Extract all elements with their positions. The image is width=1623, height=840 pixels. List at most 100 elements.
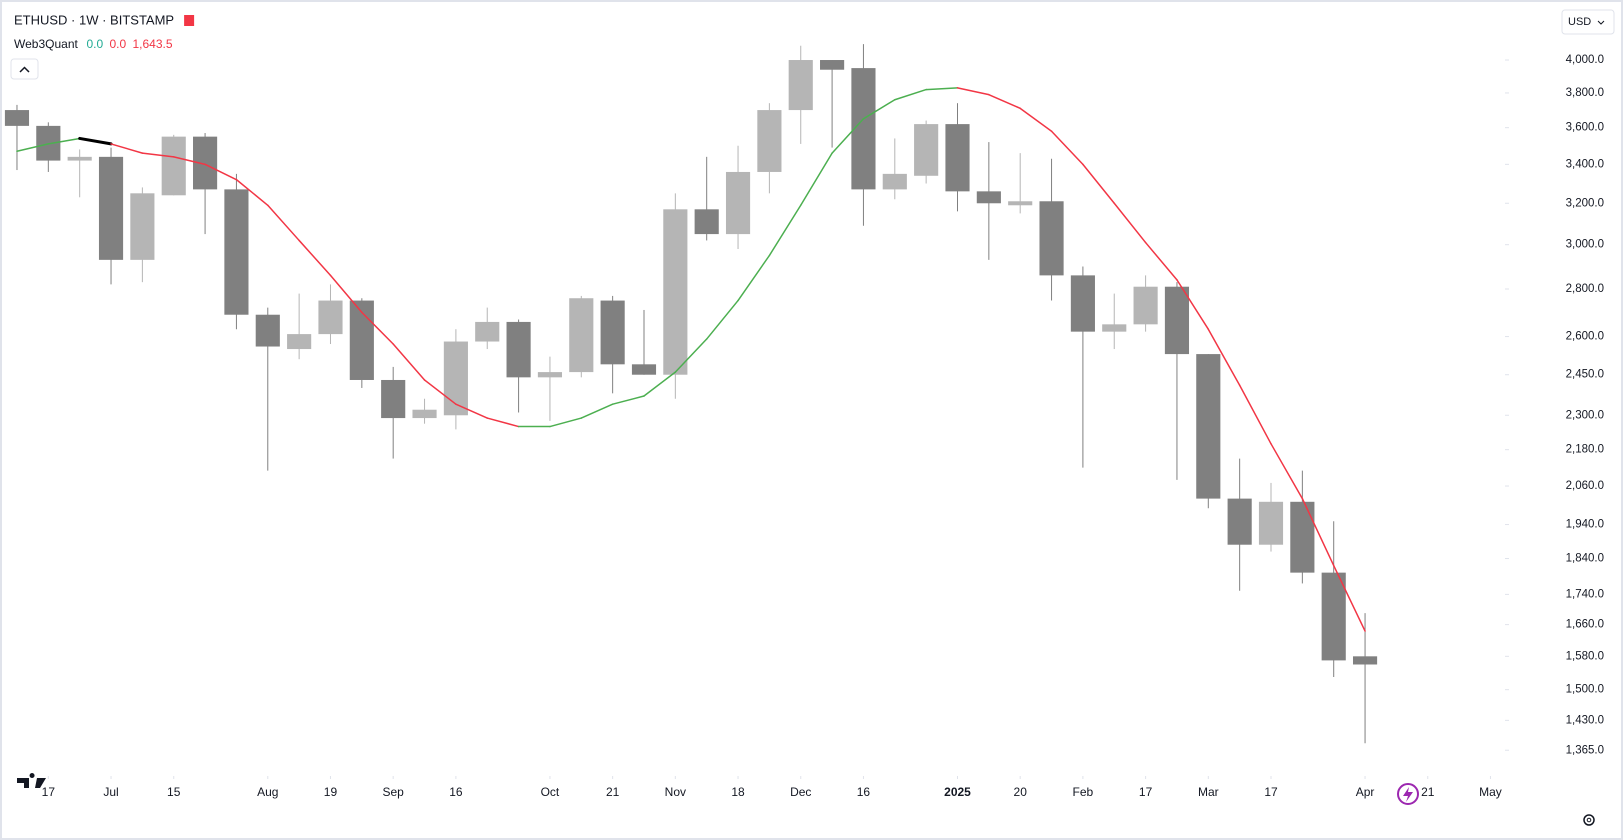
y-tick-label: 1,660.0 xyxy=(1566,619,1604,631)
indicator-segment xyxy=(110,143,144,154)
indicator-segment xyxy=(486,417,520,428)
indicator-segment xyxy=(1113,202,1147,244)
y-tick-label: 1,430.0 xyxy=(1566,714,1604,726)
candle-body xyxy=(287,334,312,350)
indicator-readout: 0.0 xyxy=(109,37,126,51)
candle-body xyxy=(67,156,92,161)
y-tick-label: 3,200.0 xyxy=(1566,197,1604,209)
x-tick-label: 17 xyxy=(1139,785,1153,799)
candle-body xyxy=(130,193,155,260)
logo-shape[interactable] xyxy=(17,773,46,788)
indicator-segment xyxy=(549,417,583,428)
x-tick-label: Feb xyxy=(1073,785,1094,799)
candle-body xyxy=(851,68,876,190)
candle-body xyxy=(694,209,719,235)
indicator-segment xyxy=(392,343,426,381)
y-tick-label: 2,300.0 xyxy=(1566,409,1604,421)
candle-body xyxy=(1008,201,1033,206)
candle-body xyxy=(788,60,813,111)
assistant-circle[interactable] xyxy=(1397,783,1419,805)
indicator-readouts: 0.0 0.0 1,643.5 xyxy=(86,37,172,51)
collapse-button[interactable] xyxy=(10,58,39,80)
candle-body xyxy=(569,298,594,373)
y-tick-label: 2,800.0 xyxy=(1566,283,1604,295)
chart-title: ETHUSD · 1W · BITSTAMP xyxy=(14,12,174,27)
x-tick-label: 19 xyxy=(324,785,338,799)
indicator-segment xyxy=(235,178,269,207)
candle-body xyxy=(600,300,625,365)
x-tick-label: 21 xyxy=(1421,785,1435,799)
y-tick-label: 2,450.0 xyxy=(1566,369,1604,381)
indicator-readout: 0.0 xyxy=(86,37,103,51)
indicator-segment xyxy=(1176,279,1210,330)
candle-body xyxy=(976,191,1001,204)
candle-body xyxy=(318,300,343,335)
settings-hub xyxy=(1586,817,1592,823)
x-tick-label: 16 xyxy=(449,785,463,799)
x-tick-label: 21 xyxy=(606,785,620,799)
indicator-segment xyxy=(141,152,175,158)
candle-body xyxy=(98,156,124,260)
x-tick-label: 17 xyxy=(1264,785,1278,799)
settings-button[interactable] xyxy=(1583,814,1595,826)
assistant-icon[interactable] xyxy=(1397,783,1419,805)
currency-label: USD xyxy=(1568,16,1591,28)
y-tick-label: 3,600.0 xyxy=(1566,122,1604,134)
y-tick-label: 1,840.0 xyxy=(1566,553,1604,565)
indicator-segment xyxy=(204,163,238,181)
candle-body xyxy=(1352,656,1378,665)
indicator-segment xyxy=(705,299,739,340)
indicator-segment xyxy=(329,274,363,314)
candle-body xyxy=(1227,498,1252,545)
currency-button[interactable]: USD xyxy=(1561,9,1615,35)
y-tick-label: 3,000.0 xyxy=(1566,239,1604,251)
candle-body xyxy=(631,364,657,375)
x-tick-label: Jul xyxy=(103,785,118,799)
candle-body xyxy=(381,379,406,419)
indicator-segment xyxy=(643,371,677,397)
candle-body xyxy=(412,409,437,419)
indicator-segment xyxy=(298,239,332,277)
candle-body xyxy=(537,372,563,378)
indicator-segment xyxy=(78,136,113,146)
candle-body xyxy=(1196,354,1221,499)
indicator-segment xyxy=(1301,497,1335,567)
candle-body xyxy=(1070,275,1095,332)
settings-gear[interactable] xyxy=(1583,814,1595,826)
y-tick-label: 3,400.0 xyxy=(1566,158,1604,170)
x-tick-label: Oct xyxy=(541,785,560,799)
y-tick-label: 3,800.0 xyxy=(1566,87,1604,99)
x-tick-label: 2025 xyxy=(944,785,971,799)
x-tick-label: 16 xyxy=(857,785,871,799)
indicator-readout: 1,643.5 xyxy=(133,37,173,51)
collapse-box[interactable] xyxy=(10,58,39,80)
candle-body xyxy=(255,314,280,347)
logo[interactable] xyxy=(17,773,46,788)
x-tick-label: 20 xyxy=(1014,785,1028,799)
currency-box[interactable] xyxy=(1561,9,1615,35)
candle-body xyxy=(1321,572,1346,661)
candle-body xyxy=(443,341,468,416)
candle-body xyxy=(820,60,845,70)
y-tick-label: 1,500.0 xyxy=(1566,684,1604,696)
candle-body xyxy=(1102,324,1127,332)
indicator-segment xyxy=(1238,384,1272,445)
indicator-segment xyxy=(768,204,802,257)
y-tick-label: 1,365.0 xyxy=(1566,744,1604,756)
x-tick-label: Aug xyxy=(257,785,278,799)
candle-body xyxy=(349,300,374,380)
indicator-segment xyxy=(16,143,50,153)
indicator-segment xyxy=(172,156,206,166)
y-tick-label: 1,740.0 xyxy=(1566,588,1604,600)
candle-body xyxy=(224,189,249,315)
indicator-segment xyxy=(47,137,81,145)
indicator-segment xyxy=(925,87,959,91)
y-tick-label: 4,000.0 xyxy=(1566,54,1604,66)
indicator-segment xyxy=(1332,564,1366,632)
y-tick-label: 2,600.0 xyxy=(1566,331,1604,343)
indicator-segment xyxy=(455,403,488,419)
indicator-segment xyxy=(267,204,300,242)
indicator-segment xyxy=(1144,241,1178,281)
